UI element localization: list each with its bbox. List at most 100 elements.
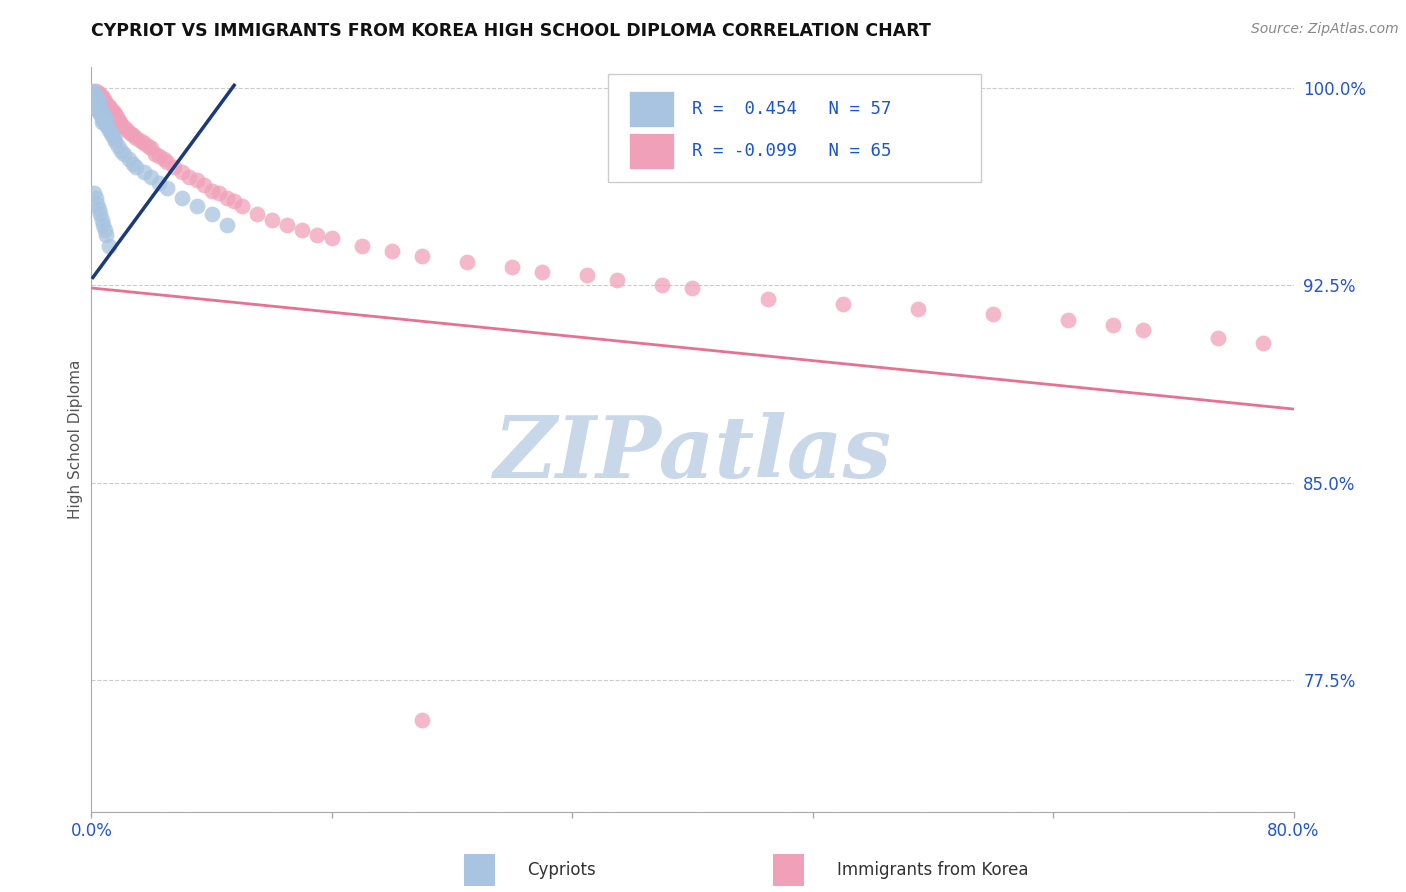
Point	[89, 207, 111, 221]
Point	[120, 126, 142, 140]
Point	[86, 91, 108, 105]
Point	[90, 212, 112, 227]
Point	[148, 149, 170, 163]
Point	[104, 107, 127, 121]
Point	[129, 134, 152, 148]
Point	[82, 84, 104, 98]
Point	[122, 157, 145, 171]
Point	[411, 249, 433, 263]
Point	[1102, 318, 1125, 332]
Point	[84, 94, 107, 108]
Point	[651, 278, 673, 293]
Point	[96, 118, 118, 132]
Point	[118, 152, 141, 166]
Bar	[628, 92, 675, 128]
Point	[82, 99, 104, 113]
Point	[125, 160, 148, 174]
FancyBboxPatch shape	[609, 74, 981, 182]
Point	[107, 139, 129, 153]
Point	[89, 107, 111, 121]
Point	[86, 96, 108, 111]
Point	[107, 112, 129, 127]
Point	[193, 178, 215, 193]
Text: Cypriots: Cypriots	[527, 861, 596, 879]
Point	[186, 199, 208, 213]
Point	[82, 94, 104, 108]
Point	[1208, 331, 1230, 345]
Point	[606, 273, 628, 287]
Text: Immigrants from Korea: Immigrants from Korea	[837, 861, 1028, 879]
Point	[125, 131, 148, 145]
Point	[86, 196, 108, 211]
Point	[103, 104, 125, 119]
Point	[143, 146, 166, 161]
Text: ZIPatlas: ZIPatlas	[494, 412, 891, 496]
Point	[100, 126, 122, 140]
Point	[1253, 336, 1275, 351]
Point	[1057, 312, 1080, 326]
Point	[93, 107, 115, 121]
Point	[321, 231, 343, 245]
Point	[231, 199, 253, 213]
Point	[1132, 323, 1154, 337]
Point	[98, 239, 121, 253]
Point	[110, 118, 132, 132]
Point	[177, 170, 200, 185]
Point	[97, 120, 120, 135]
Point	[104, 134, 127, 148]
Point	[83, 91, 105, 105]
Point	[215, 218, 238, 232]
Point	[152, 152, 174, 166]
Point	[84, 88, 107, 103]
Point	[96, 96, 118, 111]
Point	[97, 99, 120, 113]
Point	[94, 115, 117, 129]
Point	[276, 218, 298, 232]
Point	[170, 192, 193, 206]
Point	[260, 212, 283, 227]
Point	[83, 87, 105, 101]
Point	[215, 192, 238, 206]
Point	[501, 260, 523, 274]
Point	[105, 110, 128, 124]
Point	[224, 194, 246, 208]
Text: Source: ZipAtlas.com: Source: ZipAtlas.com	[1251, 22, 1399, 37]
Point	[117, 123, 139, 137]
Point	[381, 244, 404, 259]
Point	[122, 128, 145, 143]
Point	[90, 88, 112, 103]
Point	[756, 292, 779, 306]
Point	[132, 136, 155, 151]
Point	[114, 146, 136, 161]
Point	[907, 301, 929, 316]
Point	[94, 223, 117, 237]
Point	[155, 154, 177, 169]
Point	[83, 96, 105, 111]
Point	[141, 141, 163, 155]
Point	[87, 202, 110, 216]
Point	[87, 87, 110, 101]
Point	[90, 110, 112, 124]
Bar	[628, 133, 675, 169]
Point	[186, 173, 208, 187]
Point	[87, 104, 110, 119]
Point	[831, 297, 853, 311]
Point	[681, 281, 703, 295]
Point	[305, 228, 328, 243]
Point	[82, 88, 104, 103]
Point	[201, 184, 224, 198]
Text: R = -0.099   N = 65: R = -0.099 N = 65	[692, 142, 891, 160]
Point	[89, 88, 111, 103]
Point	[87, 99, 110, 113]
Point	[93, 91, 115, 105]
Point	[98, 123, 121, 137]
Point	[246, 207, 269, 221]
Point	[94, 110, 117, 124]
Point	[163, 160, 186, 174]
Y-axis label: High School Diploma: High School Diploma	[67, 359, 83, 519]
Point	[148, 176, 170, 190]
Point	[170, 165, 193, 179]
Point	[98, 99, 121, 113]
Text: R =  0.454   N = 57: R = 0.454 N = 57	[692, 101, 891, 119]
Point	[94, 94, 117, 108]
